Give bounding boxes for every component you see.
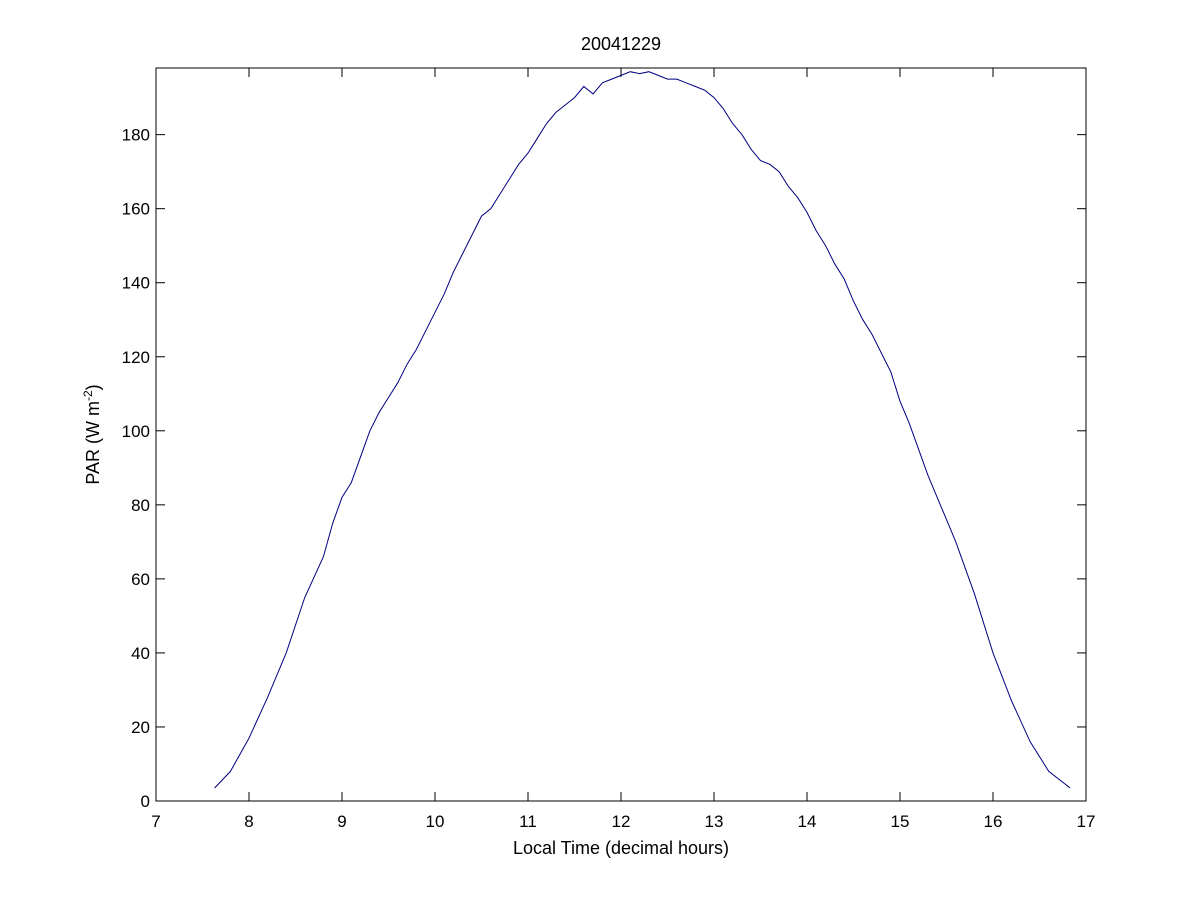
x-tick-label: 11 (519, 812, 537, 831)
y-axis-title-suffix: ) (83, 384, 103, 390)
y-tick-label: 0 (141, 792, 150, 811)
y-axis-title-main: PAR (W m (83, 401, 103, 485)
y-tick-label: 20 (131, 718, 150, 737)
x-tick-label: 10 (426, 812, 445, 831)
y-tick-label: 80 (131, 496, 150, 515)
x-tick-label: 12 (612, 812, 631, 831)
y-axis-title: PAR (W m-2) (81, 384, 103, 484)
y-tick-label: 180 (122, 126, 150, 145)
x-tick-label: 7 (151, 812, 160, 831)
y-tick-label: 60 (131, 570, 150, 589)
series-line (214, 71, 1071, 789)
axis-tick-labels: 7 8 9 10 11 12 13 14 15 16 17 0 20 40 60 80 100 120 140 160… (122, 126, 1096, 831)
y-tick-label: 40 (131, 644, 150, 663)
x-tick-label: 9 (337, 812, 346, 831)
y-tick-label: 120 (122, 348, 150, 367)
y-tick-label: 140 (122, 274, 150, 293)
y-axis-title-superscript: -2 (81, 390, 95, 401)
chart-title: 20041229 (581, 34, 661, 54)
x-tick-label: 16 (984, 812, 1003, 831)
x-tick-label: 17 (1077, 812, 1096, 831)
y-tick-label: 160 (122, 200, 150, 219)
y-tick-label: 100 (122, 422, 150, 441)
x-tick-label: 13 (705, 812, 724, 831)
x-tick-label: 14 (798, 812, 817, 831)
plot-background (156, 68, 1086, 801)
x-tick-label: 15 (891, 812, 910, 831)
x-axis-title: Local Time (decimal hours) (513, 838, 729, 858)
x-tick-label: 8 (244, 812, 253, 831)
plot-frame (155, 67, 1087, 802)
